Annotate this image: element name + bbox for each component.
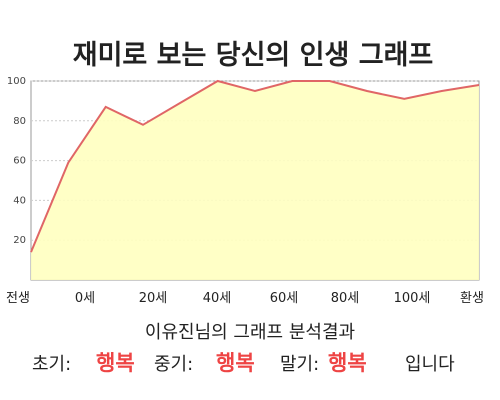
early-value: 행복 — [96, 351, 135, 375]
mid-value: 행복 — [216, 351, 255, 375]
area-fill — [31, 81, 479, 280]
x-tick-label: 20세 — [139, 291, 168, 306]
chart-title: 재미로 보는 당신의 인생 그래프 — [73, 40, 434, 71]
y-tick-label: 100 — [7, 76, 26, 87]
x-tick-label: 전생 — [6, 291, 30, 306]
x-tick-label: 40세 — [203, 291, 232, 306]
y-axis-ticks: 20 40 60 80 100 — [7, 76, 26, 246]
late-value: 행복 — [328, 351, 367, 375]
y-tick-label: 80 — [13, 116, 26, 127]
result-caption: 이유진님의 그래프 분석결과 — [145, 322, 355, 343]
x-tick-label: 80세 — [331, 291, 360, 306]
x-tick-label: 0세 — [75, 291, 95, 306]
mid-label: 중기: — [154, 354, 193, 375]
late-label: 말기: — [280, 354, 319, 375]
y-tick-label: 40 — [13, 195, 26, 206]
x-tick-label: 환생 — [460, 291, 484, 306]
early-label: 초기: — [32, 354, 71, 375]
y-tick-label: 60 — [13, 156, 26, 167]
y-tick-label: 20 — [13, 235, 26, 246]
x-tick-label: 100세 — [394, 291, 431, 306]
ending-text: 입니다 — [405, 354, 455, 375]
area-series — [30, 79, 480, 280]
x-tick-label: 60세 — [270, 291, 299, 306]
x-axis-ticks: 전생 0세 20세 40세 60세 80세 100세 환생 — [6, 291, 484, 306]
